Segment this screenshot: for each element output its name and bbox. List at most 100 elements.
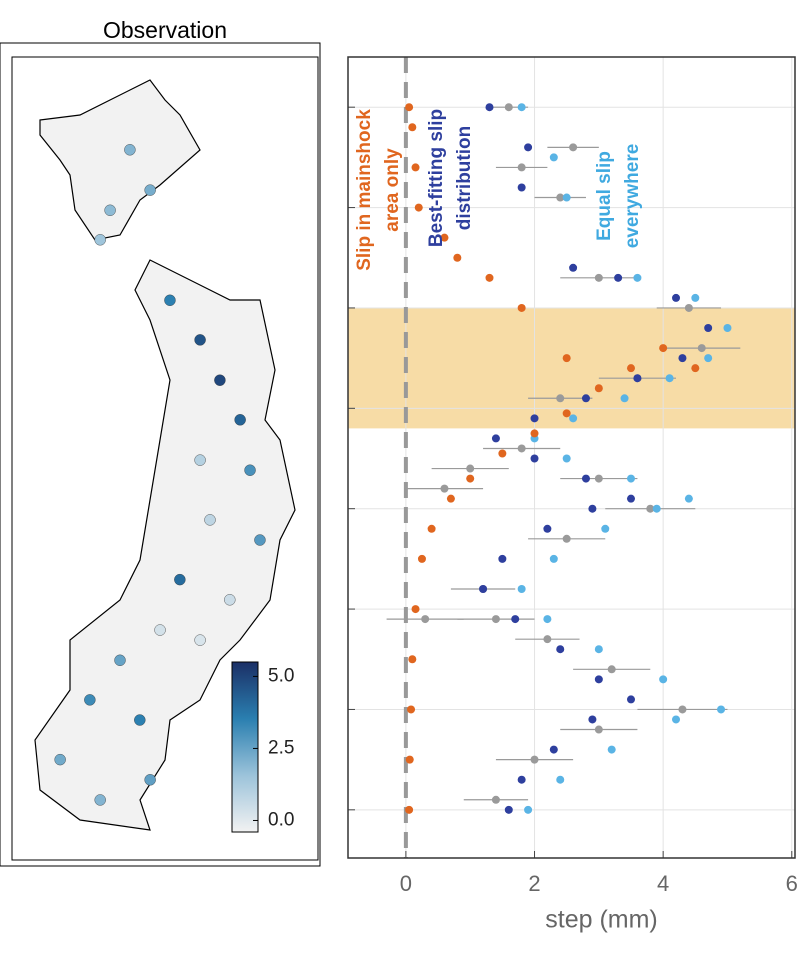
data-point [491, 795, 500, 804]
data-point [524, 143, 533, 152]
plot-background [348, 57, 795, 858]
data-point [594, 725, 603, 734]
station [254, 534, 266, 546]
annotation: area only [382, 148, 403, 232]
data-point [530, 454, 539, 463]
data-point [405, 755, 414, 764]
data-point [633, 374, 642, 383]
station [204, 514, 216, 526]
station [144, 184, 156, 196]
data-point [543, 635, 552, 644]
station [154, 624, 166, 636]
data-point [678, 354, 687, 363]
data-point [659, 675, 668, 684]
data-point [562, 354, 571, 363]
data-point [517, 183, 526, 192]
data-point [626, 364, 635, 373]
data-point [594, 474, 603, 483]
data-point [524, 805, 533, 814]
station [174, 573, 186, 586]
data-point [530, 429, 539, 438]
x-axis-label: step (mm) [545, 906, 658, 934]
station [134, 714, 146, 726]
data-point [556, 645, 565, 654]
data-point [626, 695, 635, 704]
data-point [407, 705, 416, 714]
data-point [485, 103, 494, 112]
data-point [408, 123, 417, 132]
annotation: Best-fitting slip [426, 109, 447, 247]
data-point [665, 374, 674, 383]
annotation: Slip in mainshock [354, 109, 375, 271]
data-point [405, 805, 414, 814]
data-point [421, 615, 430, 624]
data-point [594, 645, 603, 654]
data-point [588, 715, 597, 724]
data-point [607, 745, 616, 754]
station [84, 694, 96, 706]
data-point [530, 414, 539, 423]
data-point [678, 705, 687, 714]
data-point [581, 394, 590, 403]
data-point [626, 494, 635, 503]
data-point [659, 344, 668, 353]
data-point [491, 615, 500, 624]
data-point [704, 354, 713, 363]
data-point [427, 524, 436, 533]
data-point [517, 103, 526, 112]
data-point [414, 203, 423, 212]
station [94, 234, 106, 246]
data-point [504, 103, 513, 112]
data-point [466, 464, 475, 473]
station [244, 464, 256, 476]
data-point [717, 705, 726, 714]
station [224, 594, 236, 606]
colorbar [231, 661, 259, 833]
data-point [543, 524, 552, 533]
data-point [594, 384, 603, 393]
data-point [691, 293, 700, 302]
colorbar-tick-label: 5.0 [268, 665, 294, 686]
data-point [517, 584, 526, 593]
data-point [417, 554, 426, 563]
data-point [626, 474, 635, 483]
data-point [479, 584, 488, 593]
data-point [607, 665, 616, 674]
data-point [588, 504, 597, 513]
data-point [498, 449, 507, 458]
data-point [569, 263, 578, 272]
data-point [594, 675, 603, 684]
station [104, 204, 116, 216]
station [194, 454, 206, 466]
data-point [405, 103, 414, 112]
annotation: distribution [454, 126, 475, 230]
data-point [614, 273, 623, 282]
station [94, 794, 106, 806]
data-point [511, 615, 520, 624]
data-point [723, 324, 732, 333]
data-point [446, 494, 455, 503]
data-point [549, 554, 558, 563]
station [234, 414, 246, 426]
station [194, 634, 206, 646]
x-tick-label: 6 [786, 871, 798, 896]
stations [54, 144, 266, 806]
data-point [581, 474, 590, 483]
data-point [504, 805, 513, 814]
annotation: Equal slip [594, 151, 615, 241]
station [114, 654, 126, 666]
data-point [562, 454, 571, 463]
data-point [556, 193, 565, 202]
data-point [620, 394, 629, 403]
data-point [498, 554, 507, 563]
x-tick-label: 0 [400, 871, 412, 896]
data-point [562, 193, 571, 202]
data-point [697, 344, 706, 353]
station [214, 374, 226, 386]
data-point [543, 615, 552, 624]
data-point [408, 655, 417, 664]
data-point [411, 605, 420, 614]
data-point [517, 163, 526, 172]
data-point [672, 715, 681, 724]
data-point [440, 484, 449, 493]
